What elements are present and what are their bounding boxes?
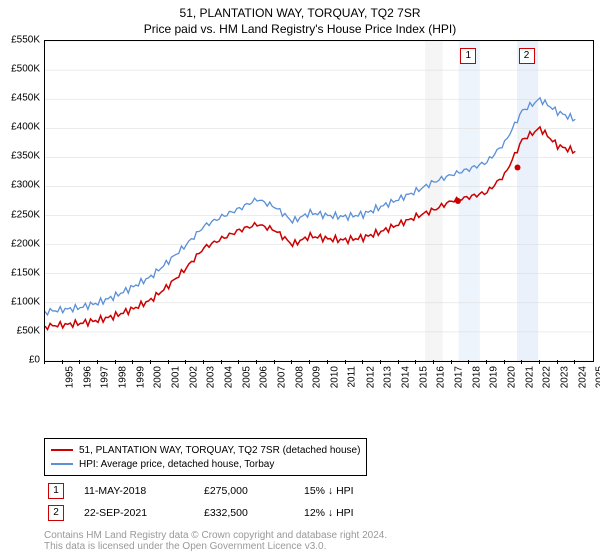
xtick-label: 2010 bbox=[329, 366, 340, 388]
page: 51, PLANTATION WAY, TORQUAY, TQ2 7SR Pri… bbox=[0, 0, 600, 560]
xtick-label: 1995 bbox=[64, 366, 75, 388]
legend-label: HPI: Average price, detached house, Torb… bbox=[79, 459, 274, 470]
legend-row: 51, PLANTATION WAY, TORQUAY, TQ2 7SR (de… bbox=[51, 443, 360, 457]
title-line2: Price paid vs. HM Land Registry's House … bbox=[0, 20, 600, 40]
xtick-label: 2020 bbox=[506, 366, 517, 388]
xtick-label: 2016 bbox=[435, 366, 446, 388]
xtick-label: 2022 bbox=[542, 366, 553, 388]
xtick-label: 2021 bbox=[524, 366, 535, 388]
ytick-label: £350K bbox=[0, 151, 40, 162]
ytick-label: £0 bbox=[0, 355, 40, 366]
xtick-label: 2001 bbox=[170, 366, 181, 388]
ytick-label: £450K bbox=[0, 93, 40, 104]
transaction-date: 22-SEP-2021 bbox=[84, 507, 204, 519]
ytick-label: £150K bbox=[0, 267, 40, 278]
transaction-index-box: 1 bbox=[48, 483, 64, 499]
ytick-label: £400K bbox=[0, 122, 40, 133]
ytick-label: £50K bbox=[0, 325, 40, 336]
xtick-label: 1998 bbox=[117, 366, 128, 388]
ytick-label: £300K bbox=[0, 180, 40, 191]
xtick-label: 2019 bbox=[489, 366, 500, 388]
ytick-label: £100K bbox=[0, 296, 40, 307]
xtick-label: 2015 bbox=[418, 366, 429, 388]
legend-box: 51, PLANTATION WAY, TORQUAY, TQ2 7SR (de… bbox=[44, 438, 367, 476]
ytick-label: £500K bbox=[0, 64, 40, 75]
footer-line2: This data is licensed under the Open Gov… bbox=[44, 541, 387, 552]
xtick-label: 2014 bbox=[400, 366, 411, 388]
footer-line1: Contains HM Land Registry data © Crown c… bbox=[44, 530, 387, 541]
plot-svg bbox=[45, 41, 593, 361]
xtick-label: 2000 bbox=[153, 366, 164, 388]
data-point-marker bbox=[455, 198, 461, 204]
legend-label: 51, PLANTATION WAY, TORQUAY, TQ2 7SR (de… bbox=[79, 445, 360, 456]
xtick-label: 2009 bbox=[312, 366, 323, 388]
xtick-label: 2012 bbox=[365, 366, 376, 388]
series-blue bbox=[45, 98, 575, 315]
ytick-label: £200K bbox=[0, 238, 40, 249]
callout-box: 2 bbox=[519, 48, 535, 64]
xtick-label: 2013 bbox=[382, 366, 393, 388]
legend-swatch bbox=[51, 463, 73, 465]
transaction-price: £332,500 bbox=[204, 507, 304, 519]
transaction-date: 11-MAY-2018 bbox=[84, 485, 204, 497]
xtick-label: 1999 bbox=[135, 366, 146, 388]
transaction-price: £275,000 bbox=[204, 485, 304, 497]
xtick-label: 2004 bbox=[223, 366, 234, 388]
transaction-row: 1 11-MAY-2018£275,00015% ↓ HPI bbox=[44, 480, 404, 502]
transaction-row: 2 22-SEP-2021£332,50012% ↓ HPI bbox=[44, 502, 404, 524]
transaction-index-box: 2 bbox=[48, 505, 64, 521]
ytick-label: £250K bbox=[0, 209, 40, 220]
chart-area: £0 £50K £100K £150K £200K £250K £300K £350K £400… bbox=[0, 40, 600, 400]
ytick-label: £550K bbox=[0, 35, 40, 46]
xtick-label: 2008 bbox=[294, 366, 305, 388]
xtick-label: 2017 bbox=[453, 366, 464, 388]
footer-text: Contains HM Land Registry data © Crown c… bbox=[44, 530, 387, 552]
data-point-marker bbox=[515, 165, 521, 171]
transaction-diff: 12% ↓ HPI bbox=[304, 507, 404, 519]
title-line1: 51, PLANTATION WAY, TORQUAY, TQ2 7SR bbox=[0, 0, 600, 20]
xtick-label: 2024 bbox=[577, 366, 588, 388]
transaction-table: 1 11-MAY-2018£275,00015% ↓ HPI 2 22-SEP-202… bbox=[44, 480, 404, 524]
xtick-label: 2025 bbox=[595, 366, 600, 388]
callout-box: 1 bbox=[460, 48, 476, 64]
xtick-label: 2002 bbox=[188, 366, 199, 388]
xtick-label: 1997 bbox=[100, 366, 111, 388]
legend-row: HPI: Average price, detached house, Torb… bbox=[51, 457, 360, 471]
xtick-label: 2018 bbox=[471, 366, 482, 388]
xtick-label: 1996 bbox=[82, 366, 93, 388]
xtick-label: 2003 bbox=[206, 366, 217, 388]
xtick-label: 2007 bbox=[276, 366, 287, 388]
xtick-label: 2005 bbox=[241, 366, 252, 388]
transaction-diff: 15% ↓ HPI bbox=[304, 485, 404, 497]
plot-region bbox=[44, 40, 594, 362]
xtick-label: 2006 bbox=[259, 366, 270, 388]
xtick-label: 2023 bbox=[559, 366, 570, 388]
legend-swatch bbox=[51, 449, 73, 451]
xtick-label: 2011 bbox=[346, 366, 357, 388]
